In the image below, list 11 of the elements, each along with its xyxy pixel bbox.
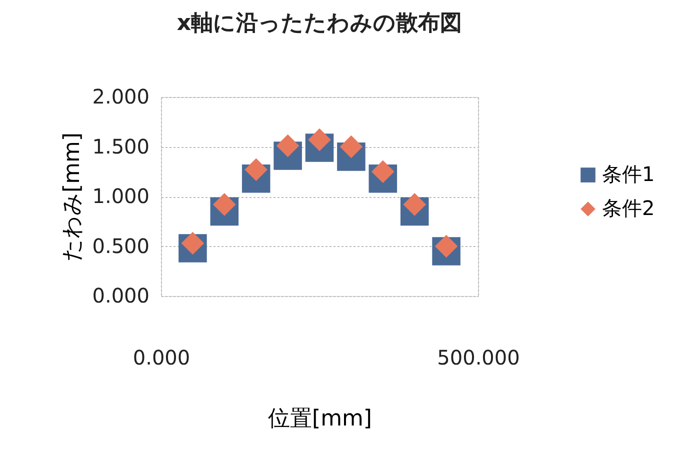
legend-label: 条件1 [602, 162, 655, 186]
chart-title: x軸に沿ったたわみの散布図 [176, 11, 462, 36]
y-axis-title: たわみ[mm] [60, 132, 86, 262]
y-tick-label: 0.000 [92, 284, 150, 308]
y-tick-label: 1.500 [92, 134, 150, 158]
y-tick-label: 2.000 [92, 84, 150, 108]
y-tick-label: 0.500 [92, 234, 150, 258]
legend-label: 条件2 [602, 196, 655, 220]
x-axis-title: 位置[mm] [268, 406, 372, 432]
x-tick-label: 500.000 [437, 346, 520, 370]
y-tick-label: 1.000 [92, 184, 150, 208]
